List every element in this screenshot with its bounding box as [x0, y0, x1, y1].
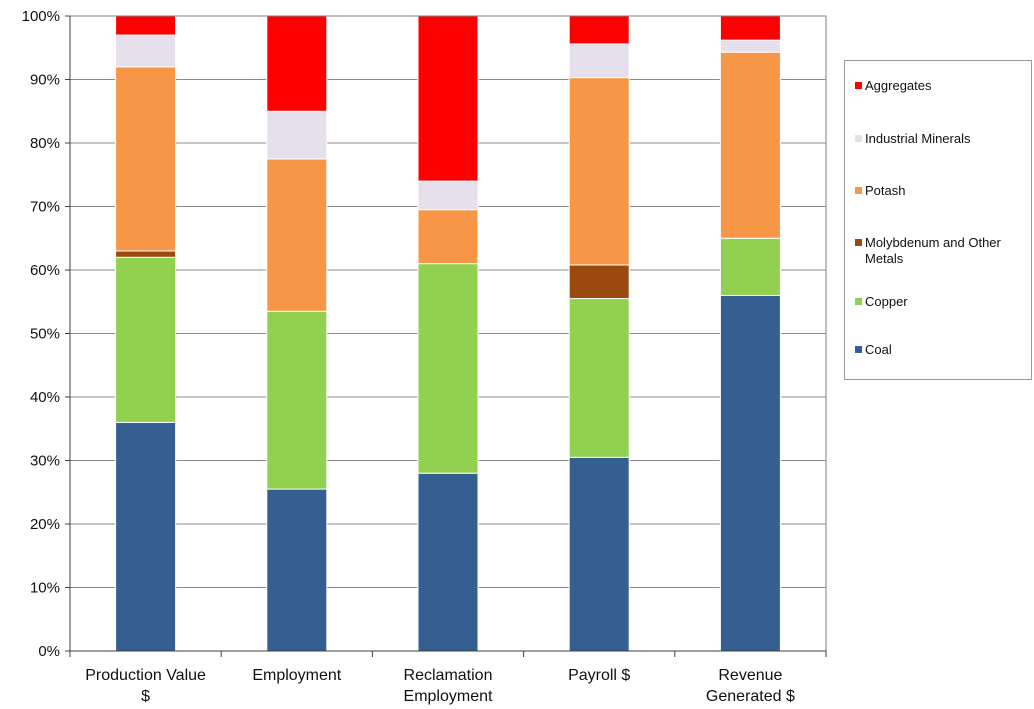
- bar-segment: [266, 110, 328, 160]
- y-tick-label: 20%: [30, 516, 60, 533]
- bar-segment: [115, 34, 177, 68]
- bar-segment: [266, 310, 328, 490]
- x-tick-label: Employment: [404, 688, 493, 705]
- legend-swatch: [855, 135, 862, 142]
- bar-segment: [568, 298, 630, 458]
- bar-segment: [719, 294, 781, 652]
- legend-label: Copper: [865, 294, 908, 309]
- bar-segment: [115, 15, 177, 36]
- bar-segment: [719, 51, 781, 239]
- legend-label: Aggregates: [865, 78, 932, 93]
- legend-label: Molybdenum and Other Metals: [865, 235, 1001, 266]
- y-tick-label: 40%: [30, 389, 60, 406]
- y-tick-label: 80%: [30, 135, 60, 152]
- legend-swatch: [855, 187, 862, 194]
- bar-segment: [568, 456, 630, 652]
- y-tick-label: 60%: [30, 262, 60, 279]
- y-tick-label: 50%: [30, 326, 60, 343]
- bar-segment: [568, 15, 630, 45]
- bar-segment: [417, 15, 479, 182]
- bar-segment: [266, 15, 328, 112]
- legend-label: Coal: [865, 342, 892, 357]
- bar-segment: [417, 180, 479, 211]
- bar-segment: [719, 39, 781, 53]
- bar-segment: [719, 15, 781, 41]
- bar-segment: [266, 488, 328, 652]
- y-tick-label: 0%: [38, 643, 60, 660]
- legend-swatch: [855, 239, 862, 246]
- y-tick-label: 90%: [30, 72, 60, 89]
- y-tick-label: 100%: [22, 8, 60, 25]
- bar-segment: [568, 43, 630, 79]
- x-tick-label: $: [141, 688, 150, 705]
- legend-label: Industrial Minerals: [865, 131, 971, 146]
- bar-segment: [266, 158, 328, 312]
- x-tick-label: Generated $: [706, 688, 795, 705]
- bar-segment: [115, 421, 177, 652]
- bars: [115, 15, 781, 652]
- bar-segment: [115, 66, 177, 252]
- bar-segment: [417, 472, 479, 652]
- legend-label: Potash: [865, 183, 906, 198]
- x-axis-ticks: Production Value $ Employment Reclamation Em…: [69, 651, 827, 705]
- y-tick-label: 10%: [30, 580, 60, 597]
- legend: Aggregates Industrial Minerals Potash Molyb…: [844, 60, 1032, 380]
- legend-swatch: [855, 346, 862, 353]
- x-tick-label: Employment: [252, 667, 341, 684]
- bar-segment: [115, 256, 177, 423]
- bar-segment: [719, 237, 781, 296]
- x-tick-label: Production Value: [85, 667, 206, 684]
- legend-swatch: [855, 298, 862, 305]
- y-tick-label: 30%: [30, 453, 60, 470]
- x-tick-label: Payroll $: [568, 667, 630, 684]
- bar-segment: [568, 77, 630, 266]
- bar-segment: [417, 209, 479, 265]
- x-tick-label: Reclamation: [404, 667, 493, 684]
- y-axis-ticks: 0% 10% 20% 30% 40% 50% 60% 70% 80% 90% 100%: [22, 8, 70, 660]
- legend-swatch: [855, 82, 862, 89]
- bar-segment: [115, 250, 177, 258]
- y-tick-label: 70%: [30, 199, 60, 216]
- bar-segment: [417, 263, 479, 474]
- bar-segment: [568, 264, 630, 300]
- x-tick-label: Revenue: [718, 667, 782, 684]
